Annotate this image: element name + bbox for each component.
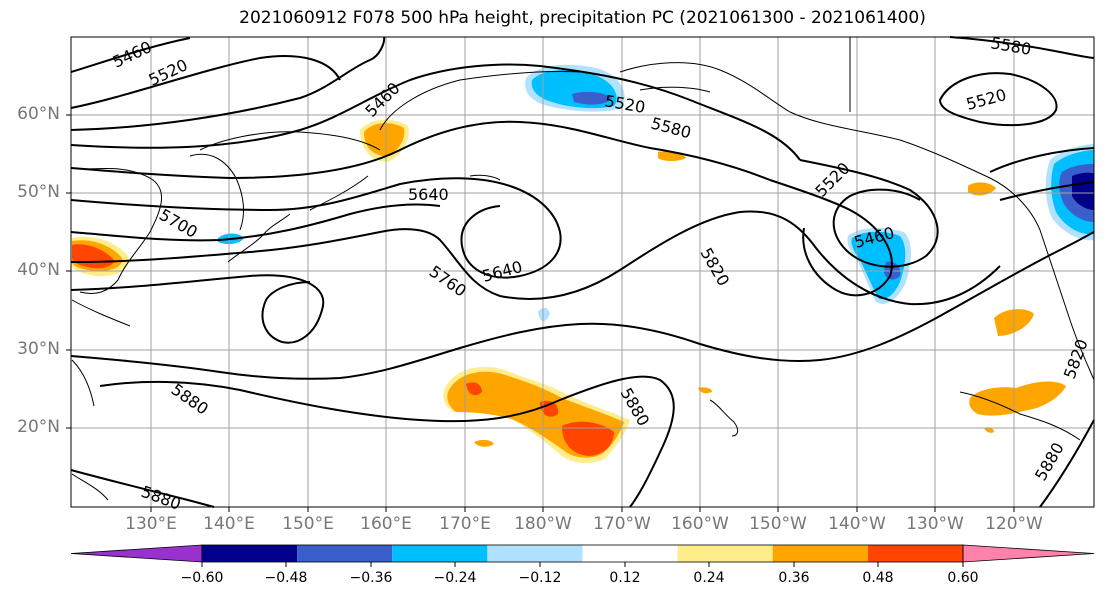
map-title: 2021060912 F078 500 hPa height, precipit…: [239, 8, 926, 28]
lat-label-30n: 30°N: [17, 339, 60, 359]
coastlines: [70, 37, 1095, 501]
colorbar-tick-label: −0.48: [264, 570, 308, 586]
contour-label: 5880: [168, 380, 212, 419]
contour-label: 5880: [1031, 439, 1068, 484]
lon-label: 140°W: [828, 514, 886, 534]
colorbar-tick-label: 0.48: [862, 570, 894, 586]
colorbar-tick-label: 0.36: [778, 570, 810, 586]
colorbar-tick-label: −0.36: [349, 570, 393, 586]
lat-label-20n: 20°N: [17, 417, 60, 437]
contour-label: 5820: [1060, 337, 1092, 382]
colorbar-tick-label: −0.60: [180, 570, 224, 586]
contour-label: 5520: [811, 159, 853, 201]
lon-label: 160°E: [360, 514, 412, 534]
lon-label: 160°W: [671, 514, 729, 534]
contour-label: 5460: [110, 37, 155, 71]
precip-shading: [72, 64, 1094, 464]
contour-label: 5700: [156, 205, 201, 242]
lon-label: 150°E: [282, 514, 334, 534]
lon-ticks: [150, 507, 1015, 512]
contour-label: 5520: [964, 85, 1008, 114]
colorbar-tick-label: −0.24: [433, 570, 477, 586]
lat-label-40n: 40°N: [17, 260, 60, 280]
lat-label-50n: 50°N: [17, 182, 60, 202]
contour-label: 5520: [603, 91, 646, 117]
lat-ticks: [66, 114, 71, 429]
lon-label: 120°W: [985, 514, 1043, 534]
contour-label: 5520: [146, 55, 191, 89]
lat-label-60n: 60°N: [17, 104, 60, 124]
map-frame: [70, 36, 1095, 508]
contour-label: 5580: [649, 114, 693, 143]
lon-label: 140°E: [203, 514, 255, 534]
lon-label: 130°E: [125, 514, 177, 534]
contour-label: 5640: [408, 185, 449, 204]
contour-label: 5880: [139, 482, 184, 514]
lon-label: 180°W: [514, 514, 572, 534]
colorbar-tick-label: 0.12: [609, 570, 641, 586]
lon-label: 170°W: [593, 514, 651, 534]
contour-label: 5640: [480, 257, 524, 286]
height-contours: [70, 36, 1095, 508]
contour-label: 5820: [697, 245, 734, 290]
colorbar-tick-label: 0.60: [947, 570, 979, 586]
lon-label: 130°W: [906, 514, 964, 534]
colorbar-tick-label: 0.24: [693, 570, 725, 586]
lon-label: 170°E: [439, 514, 491, 534]
lon-label: 150°W: [749, 514, 807, 534]
colorbar-tick-label: −0.12: [518, 570, 562, 586]
